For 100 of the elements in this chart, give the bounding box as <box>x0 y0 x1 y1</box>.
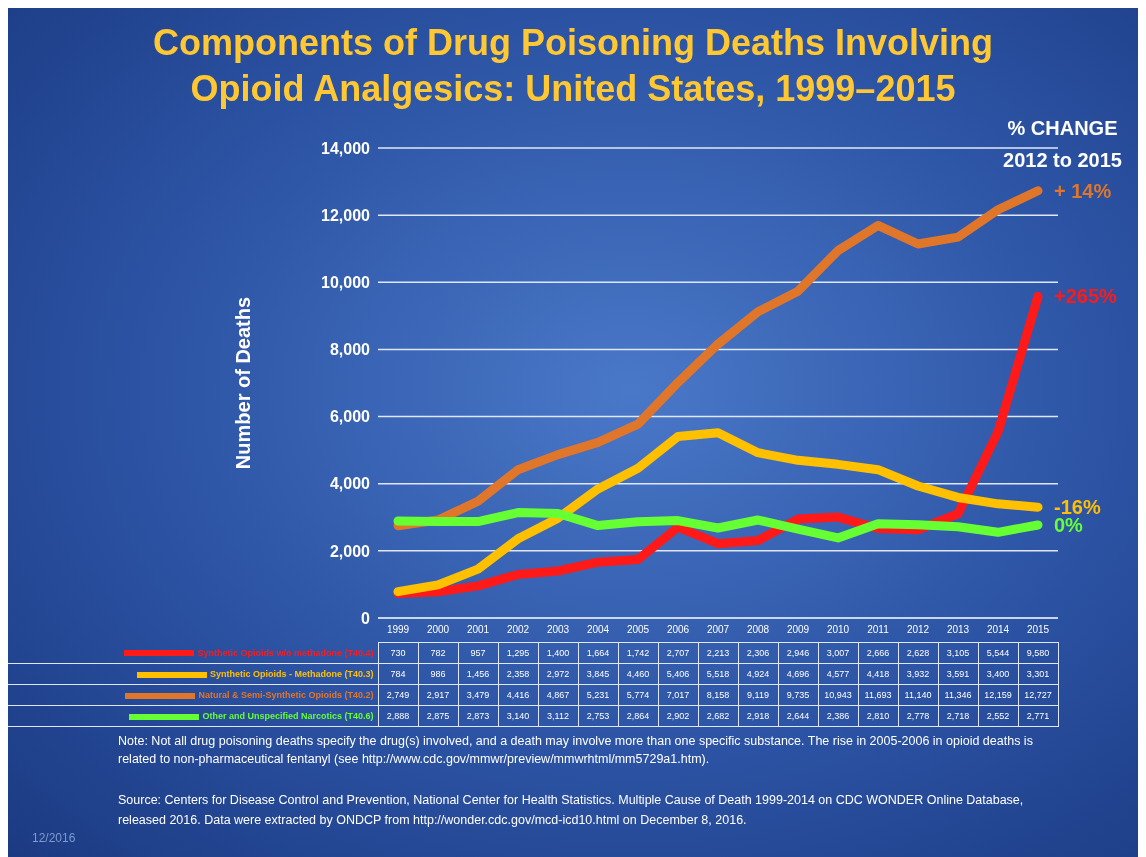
x-tick-label: 1999 <box>386 624 410 636</box>
y-axis-title: Number of Deaths <box>232 296 255 470</box>
y-tick-label: 14,000 <box>321 139 371 157</box>
data-label: 2,666 <box>858 642 898 664</box>
annotation: +265% <box>1054 285 1118 308</box>
data-label: 2,946 <box>778 642 818 664</box>
data-label: 8,158 <box>698 684 738 706</box>
data-label: 2,864 <box>618 705 658 727</box>
data-label: 2,771 <box>1018 705 1058 727</box>
text: 12/2016 <box>32 831 76 845</box>
data-label: 4,416 <box>498 684 538 706</box>
x-tick-label: 2004 <box>586 624 610 636</box>
data-label: 3,932 <box>898 663 938 685</box>
data-label: 782 <box>418 642 458 664</box>
data-label: 2,213 <box>698 642 738 664</box>
x-tick-label: 2006 <box>666 624 690 636</box>
data-label: 3,007 <box>818 642 858 664</box>
data-label: 3,112 <box>538 705 578 727</box>
text: Synthetic Opioids - Methadone (T40.3) <box>209 669 374 679</box>
data-label: 5,774 <box>618 684 658 706</box>
x-tick-label: 2005 <box>626 624 650 636</box>
x-tick-label: 2008 <box>746 624 770 636</box>
x-tick-label: 2000 <box>426 624 450 636</box>
x-tick-label: 2015 <box>1026 624 1050 636</box>
data-label: 2,358 <box>498 663 538 685</box>
data-label: 2,753 <box>578 705 618 727</box>
data-label: 784 <box>378 663 418 685</box>
data-label: 12,159 <box>978 684 1018 706</box>
data-label: 5,231 <box>578 684 618 706</box>
data-label: 4,418 <box>858 663 898 685</box>
data-label: 11,693 <box>858 684 898 706</box>
data-label: 7,017 <box>658 684 698 706</box>
x-tick-label: 2001 <box>466 624 490 636</box>
data-label: 2,918 <box>738 705 778 727</box>
data-label: 5,518 <box>698 663 738 685</box>
data-label: 2,875 <box>418 705 458 727</box>
data-label: 4,577 <box>818 663 858 685</box>
data-label: 1,456 <box>458 663 498 685</box>
data-label: 1,664 <box>578 642 618 664</box>
data-label: 2,888 <box>378 705 418 727</box>
data-label: 2,917 <box>418 684 458 706</box>
data-label: 4,460 <box>618 663 658 685</box>
data-label: 4,924 <box>738 663 778 685</box>
y-tick-label: 4,000 <box>329 475 371 493</box>
data-label: 4,696 <box>778 663 818 685</box>
x-tick-label: 2010 <box>826 624 850 636</box>
chart-title: Components of Drug Poisoning Deaths Involving Opioid Analgesics: United States, 1999–2015 <box>152 21 994 111</box>
x-tick-label: 2011 <box>867 624 890 636</box>
annotation: % CHANGE 2012 to 2015 <box>1003 116 1122 173</box>
data-label: 2,810 <box>858 705 898 727</box>
y-tick-label: 0 <box>361 609 371 627</box>
data-label: 9,119 <box>738 684 778 706</box>
data-label: 1,295 <box>498 642 538 664</box>
data-label: 11,346 <box>938 684 978 706</box>
data-label: 5,406 <box>658 663 698 685</box>
x-tick-label: 2007 <box>706 624 730 636</box>
annotation: + 14% <box>1054 179 1112 202</box>
data-label: 2,682 <box>698 705 738 727</box>
x-tick-label: 2012 <box>906 624 930 636</box>
data-label: 9,735 <box>778 684 818 706</box>
data-label: 957 <box>458 642 498 664</box>
x-tick-label: 2003 <box>546 624 570 636</box>
x-tick-label: 2002 <box>506 624 530 636</box>
data-label: 1,742 <box>618 642 658 664</box>
text: Note: Not all drug poisoning deaths specify the drug(s) involved, and a death may involve more than one specific substance. The rise in 2005-2006 in opioid deaths is related to non-pharmaceutical fentanyl (see http://www.cdc.gov/mmwr/preview/mmwrhtml/mm5729a1.htm). <box>118 733 1034 768</box>
data-label: 10,943 <box>818 684 858 706</box>
y-tick-label: 10,000 <box>321 273 371 291</box>
data-label: 2,386 <box>818 705 858 727</box>
data-label: 3,140 <box>498 705 538 727</box>
data-label: 2,306 <box>738 642 778 664</box>
data-label: 3,301 <box>1018 663 1058 685</box>
data-label: 986 <box>418 663 458 685</box>
data-label: 3,105 <box>938 642 978 664</box>
x-tick-label: 2013 <box>946 624 970 636</box>
data-label: 3,591 <box>938 663 978 685</box>
y-tick-label: 6,000 <box>329 408 371 426</box>
data-label: 11,140 <box>898 684 938 706</box>
data-label: 2,778 <box>898 705 938 727</box>
data-label: 2,644 <box>778 705 818 727</box>
data-label: 2,749 <box>378 684 418 706</box>
data-label: 3,845 <box>578 663 618 685</box>
data-label: 9,580 <box>1018 642 1058 664</box>
data-label: 12,727 <box>1018 684 1058 706</box>
data-label: 4,867 <box>538 684 578 706</box>
source-note: Source: Centers for Disease Control and Prevention, National Center for Health Statistics. Multiple Cause of Death 1999-2014 on CDC WONDER Online Database, released 2016. Data were extracted by ONDCP from http://wonder.cdc.gov/mcd-icd10.html on December 8, 2016. <box>118 792 1025 829</box>
data-label: 3,479 <box>458 684 498 706</box>
data-label: 2,902 <box>658 705 698 727</box>
text: Other and Unspecified Narcotics (T40.6) <box>202 711 374 721</box>
data-label: 2,972 <box>538 663 578 685</box>
x-tick-label: 2009 <box>786 624 810 636</box>
text: Natural & Semi-Synthetic Opioids (T40.2) <box>198 690 374 700</box>
x-tick-label: 2014 <box>986 624 1010 636</box>
y-tick-label: 8,000 <box>329 341 371 359</box>
data-label: 730 <box>378 642 418 664</box>
data-label: 2,718 <box>938 705 978 727</box>
data-label: 2,873 <box>458 705 498 727</box>
data-label: 3,400 <box>978 663 1018 685</box>
y-tick-label: 12,000 <box>321 206 371 224</box>
text: Synthetic Opioids w/o methadone (T40.4) <box>197 647 374 658</box>
data-label: 2,628 <box>898 642 938 664</box>
